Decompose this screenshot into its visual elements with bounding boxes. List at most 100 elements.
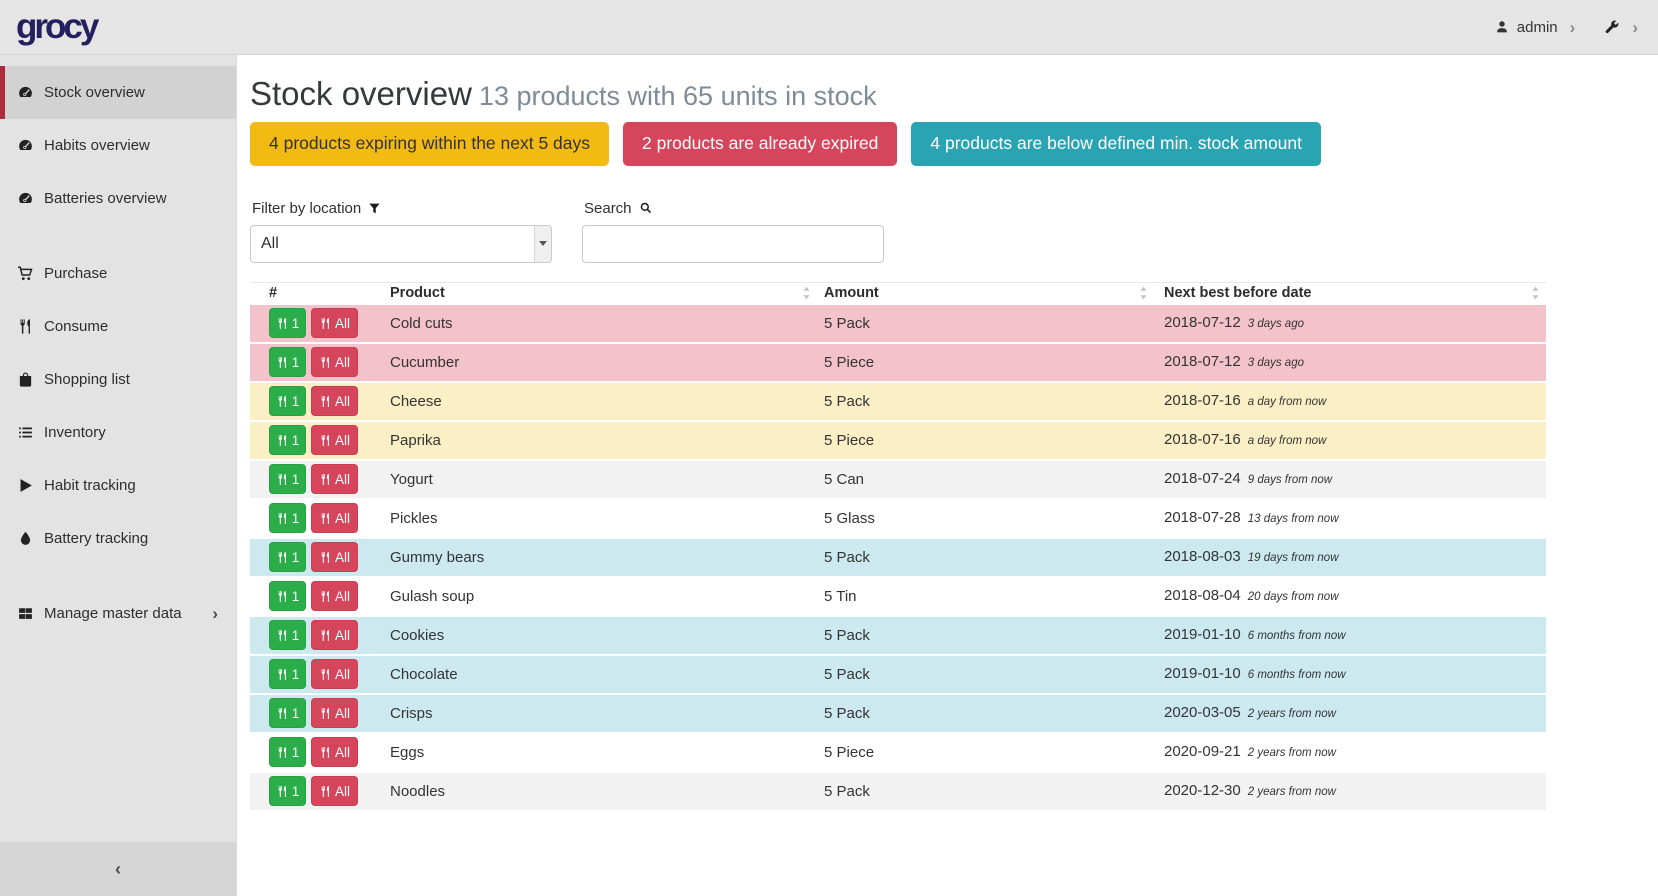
gauge-icon bbox=[17, 137, 34, 154]
column-header-number: # bbox=[250, 285, 390, 301]
product-amount: 5 Pack bbox=[824, 705, 1164, 722]
cutlery-icon bbox=[319, 551, 332, 564]
user-menu[interactable]: admin bbox=[1494, 19, 1558, 36]
consume-one-button[interactable]: 1 bbox=[269, 386, 306, 416]
product-amount: 5 Tin bbox=[824, 588, 1164, 605]
cutlery-icon bbox=[319, 512, 332, 525]
consume-one-button[interactable]: 1 bbox=[269, 464, 306, 494]
sidebar-item-label: Inventory bbox=[44, 424, 106, 441]
consume-one-button[interactable]: 1 bbox=[269, 659, 306, 689]
consume-all-button[interactable]: All bbox=[311, 698, 358, 728]
settings-menu[interactable] bbox=[1603, 19, 1620, 36]
consume-one-button[interactable]: 1 bbox=[269, 581, 306, 611]
page-title-text: Stock overview bbox=[250, 75, 472, 112]
consume-all-button[interactable]: All bbox=[311, 464, 358, 494]
search-label: Search bbox=[584, 200, 884, 217]
consume-all-button[interactable]: All bbox=[311, 386, 358, 416]
sidebar-item-label: Habit tracking bbox=[44, 477, 136, 494]
chevron-right-icon[interactable]: › bbox=[1570, 19, 1576, 36]
consume-all-button[interactable]: All bbox=[311, 542, 358, 572]
cutlery-icon bbox=[319, 356, 332, 369]
play-icon bbox=[17, 477, 34, 494]
sidebar-item-shopping-list[interactable]: Shopping list bbox=[0, 353, 236, 406]
cutlery-icon bbox=[319, 707, 332, 720]
grocy-logo[interactable]: grocy bbox=[16, 7, 96, 47]
sidebar-item-batteries-overview[interactable]: Batteries overview bbox=[0, 172, 236, 225]
table-row: 1 All Chocolate 5 Pack 2019-01-106 month… bbox=[250, 654, 1546, 693]
consume-all-button[interactable]: All bbox=[311, 308, 358, 338]
consume-all-button[interactable]: All bbox=[311, 659, 358, 689]
product-name: Gulash soup bbox=[390, 588, 824, 605]
consume-one-button[interactable]: 1 bbox=[269, 308, 306, 338]
cutlery-icon bbox=[276, 551, 289, 564]
consume-all-button[interactable]: All bbox=[311, 581, 358, 611]
sidebar-item-consume[interactable]: Consume bbox=[0, 300, 236, 353]
sidebar-item-habits-overview[interactable]: Habits overview bbox=[0, 119, 236, 172]
cutlery-icon bbox=[276, 317, 289, 330]
search-input[interactable] bbox=[582, 225, 884, 263]
sidebar: Stock overview Habits overview Batteries… bbox=[0, 55, 237, 896]
sort-icon bbox=[1138, 285, 1149, 301]
sidebar-item-battery-tracking[interactable]: Battery tracking bbox=[0, 512, 236, 565]
wrench-icon bbox=[1603, 19, 1620, 36]
table-row: 1 All Cheese 5 Pack 2018-07-16a day from… bbox=[250, 381, 1546, 420]
consume-all-button[interactable]: All bbox=[311, 425, 358, 455]
consume-one-button[interactable]: 1 bbox=[269, 737, 306, 767]
column-header-best-before-date[interactable]: Next best before date bbox=[1164, 285, 1546, 301]
consume-all-button[interactable]: All bbox=[311, 737, 358, 767]
consume-one-button[interactable]: 1 bbox=[269, 503, 306, 533]
product-amount: 5 Piece bbox=[824, 744, 1164, 761]
bag-icon bbox=[17, 371, 34, 388]
badge-expired[interactable]: 2 products are already expired bbox=[623, 122, 897, 166]
consume-all-button[interactable]: All bbox=[311, 347, 358, 377]
consume-all-button[interactable]: All bbox=[311, 776, 358, 806]
product-name: Chocolate bbox=[390, 666, 824, 683]
best-before-date: 2018-08-0420 days from now bbox=[1164, 587, 1546, 605]
cutlery-icon bbox=[276, 785, 289, 798]
consume-one-button[interactable]: 1 bbox=[269, 620, 306, 650]
sidebar-item-inventory[interactable]: Inventory bbox=[0, 406, 236, 459]
cutlery-icon bbox=[319, 785, 332, 798]
consume-one-button[interactable]: 1 bbox=[269, 776, 306, 806]
sidebar-item-purchase[interactable]: Purchase bbox=[0, 247, 236, 300]
cutlery-icon bbox=[276, 356, 289, 369]
consume-one-button[interactable]: 1 bbox=[269, 698, 306, 728]
badge-expiring[interactable]: 4 products expiring within the next 5 da… bbox=[250, 122, 609, 166]
sort-icon bbox=[801, 285, 812, 301]
table-row: 1 All Yogurt 5 Can 2018-07-249 days from… bbox=[250, 459, 1546, 498]
cutlery-icon bbox=[319, 668, 332, 681]
table-rows: 1 All Cold cuts 5 Pack 2018-07-123 days … bbox=[250, 303, 1546, 810]
funnel-icon bbox=[368, 202, 381, 215]
table-row: 1 All Noodles 5 Pack 2020-12-302 years f… bbox=[250, 771, 1546, 810]
cart-icon bbox=[17, 265, 34, 282]
sidebar-item-habit-tracking[interactable]: Habit tracking bbox=[0, 459, 236, 512]
best-before-date: 2018-07-249 days from now bbox=[1164, 470, 1546, 488]
consume-one-button[interactable]: 1 bbox=[269, 425, 306, 455]
product-amount: 5 Glass bbox=[824, 510, 1164, 527]
column-header-amount[interactable]: Amount bbox=[824, 285, 1164, 301]
best-before-date: 2020-12-302 years from now bbox=[1164, 782, 1546, 800]
consume-all-button[interactable]: All bbox=[311, 503, 358, 533]
table-header: # Product Amount Next best before date bbox=[250, 282, 1546, 303]
consume-one-button[interactable]: 1 bbox=[269, 542, 306, 572]
chevron-right-icon[interactable]: › bbox=[1632, 19, 1638, 36]
cutlery-icon bbox=[319, 746, 332, 759]
cutlery-icon bbox=[276, 629, 289, 642]
sidebar-item-stock-overview[interactable]: Stock overview bbox=[0, 66, 236, 119]
location-filter-select[interactable]: All bbox=[250, 225, 552, 263]
product-name: Yogurt bbox=[390, 471, 824, 488]
sidebar-item-manage-master-data[interactable]: Manage master data › bbox=[0, 587, 236, 640]
sidebar-collapse-button[interactable]: ‹ bbox=[0, 842, 236, 896]
consume-one-button[interactable]: 1 bbox=[269, 347, 306, 377]
table-row: 1 All Cold cuts 5 Pack 2018-07-123 days … bbox=[250, 303, 1546, 342]
product-name: Crisps bbox=[390, 705, 824, 722]
column-header-product[interactable]: Product bbox=[390, 285, 824, 301]
consume-all-button[interactable]: All bbox=[311, 620, 358, 650]
cutlery-icon bbox=[276, 707, 289, 720]
search-icon bbox=[639, 201, 653, 215]
badge-below-min-stock[interactable]: 4 products are below defined min. stock … bbox=[911, 122, 1321, 166]
product-name: Eggs bbox=[390, 744, 824, 761]
stock-table: # Product Amount Next best before date bbox=[250, 282, 1546, 810]
product-name: Pickles bbox=[390, 510, 824, 527]
sidebar-item-label: Batteries overview bbox=[44, 190, 167, 207]
